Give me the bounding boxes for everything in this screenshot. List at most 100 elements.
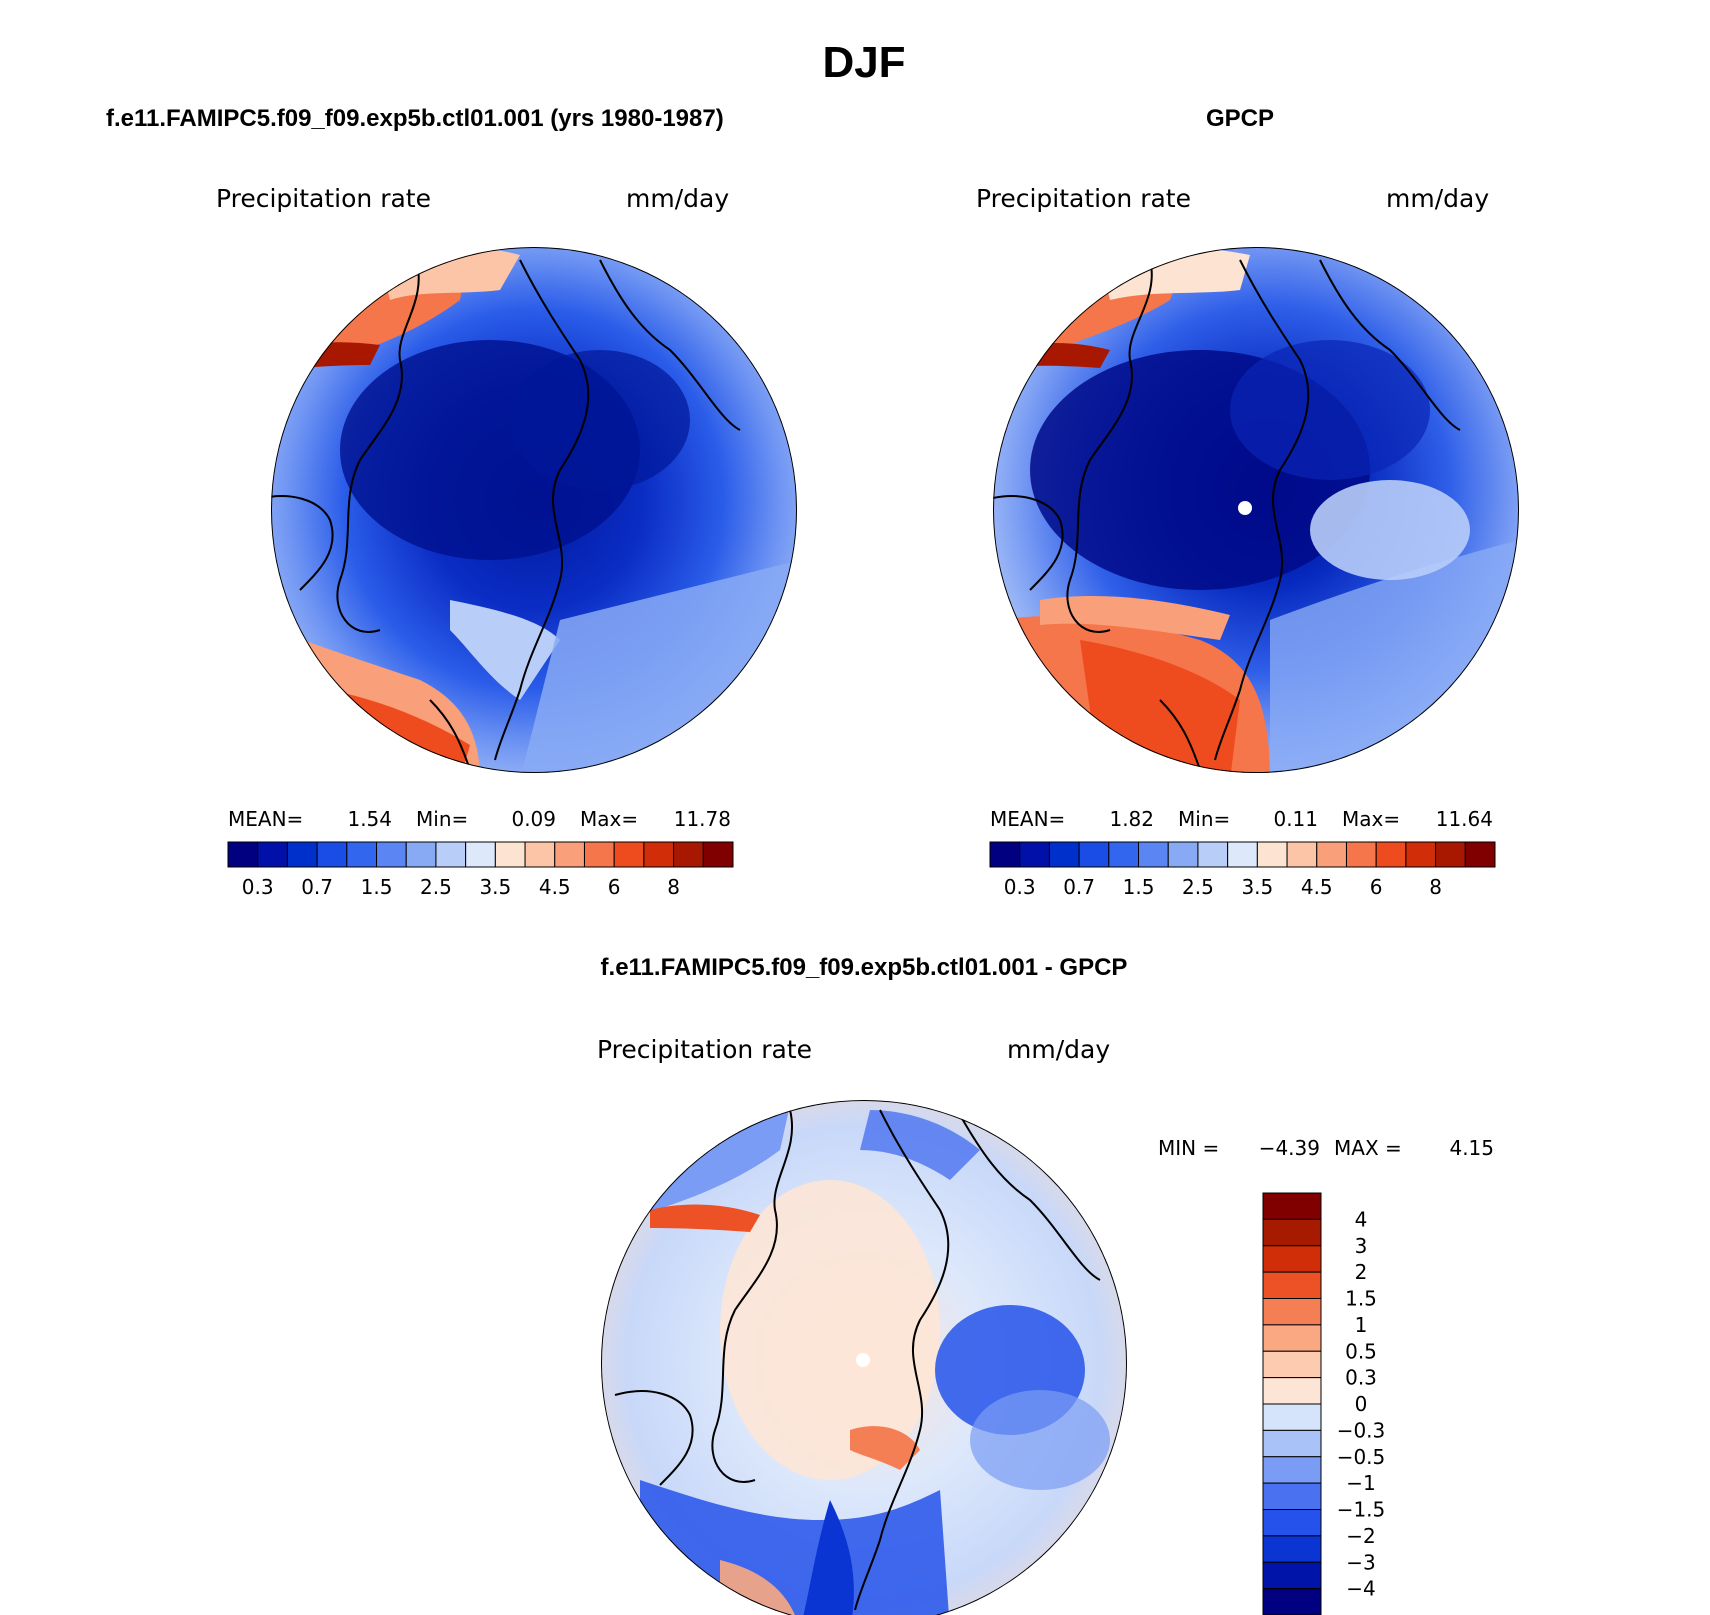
panel-diff-variable: Precipitation rate	[597, 1035, 812, 1064]
panel-obs-colorbar: 0.3 0.7 1.5 2.5 3.5 4.5 6 8	[989, 841, 1496, 899]
colorbar-tick-label: 0.3	[1004, 875, 1036, 899]
colorbar-swatch	[257, 841, 288, 868]
colorbar-swatch	[1262, 1192, 1322, 1220]
panel-diff-max: 4.15	[1449, 1136, 1494, 1160]
colorbar-tick-label: 6	[608, 875, 621, 899]
colorbar-swatch	[1262, 1271, 1322, 1299]
colorbar-swatch	[227, 841, 259, 868]
panel-model-min-label: Min=	[416, 807, 468, 831]
colorbar-swatch	[316, 841, 348, 868]
colorbar-swatch	[1345, 841, 1377, 868]
diff-pole-marker	[856, 1353, 870, 1367]
colorbar-tick-label: 3	[1355, 1234, 1368, 1258]
panel-diff-units: mm/day	[1007, 1035, 1110, 1064]
colorbar-swatch	[376, 841, 407, 868]
colorbar-swatch	[465, 841, 496, 868]
colorbar-tick-label: 2.5	[420, 875, 452, 899]
panel-obs: GPCP Precipitation rate mm/day	[976, 105, 1519, 899]
colorbar-tick-label: −0.3	[1337, 1418, 1386, 1442]
panel-diff-map	[601, 1100, 1127, 1615]
colorbar-swatch	[1227, 841, 1258, 868]
colorbar-swatch	[1286, 841, 1318, 868]
colorbar-swatch	[583, 841, 615, 868]
colorbar-swatch	[1167, 841, 1199, 868]
colorbar-swatch	[613, 841, 645, 868]
panel-obs-variable: Precipitation rate	[976, 184, 1191, 213]
colorbar-swatch	[524, 841, 556, 868]
panel-diff-title: f.e11.FAMIPC5.f09_f09.exp5b.ctl01.001 - …	[601, 954, 1128, 981]
colorbar-swatch	[1262, 1535, 1322, 1563]
colorbar-swatch	[405, 841, 437, 868]
panel-obs-mean: 1.82	[1109, 807, 1154, 831]
colorbar-swatch	[1256, 841, 1288, 868]
panel-model-colorbar: 0.3 0.7 1.5 2.5 3.5 4.5 6 8	[227, 841, 734, 899]
panel-model-map	[271, 247, 797, 773]
panel-model-variable: Precipitation rate	[216, 184, 431, 213]
colorbar-swatch	[494, 841, 526, 868]
colorbar-swatch	[1262, 1324, 1322, 1352]
panel-obs-min-label: Min=	[1178, 807, 1230, 831]
colorbar-tick-label: 0.7	[1063, 875, 1095, 899]
colorbar-tick-label: 0.3	[1345, 1366, 1377, 1390]
panel-diff-min: −4.39	[1259, 1136, 1320, 1160]
colorbar-swatch	[1262, 1377, 1322, 1405]
colorbar-tick-label: 0	[1355, 1392, 1368, 1416]
colorbar-tick-label: 8	[667, 875, 680, 899]
colorbar-tick-label: −4	[1346, 1577, 1375, 1601]
colorbar-tick-label: 1.5	[1123, 875, 1155, 899]
colorbar-tick-label: 0.3	[242, 875, 274, 899]
panel-diff-max-label: MAX =	[1334, 1136, 1402, 1160]
colorbar-swatch	[1197, 841, 1229, 868]
colorbar-swatch	[1405, 841, 1437, 868]
colorbar-swatch	[435, 841, 467, 868]
colorbar-swatch	[1375, 841, 1407, 868]
panel-model-title: f.e11.FAMIPC5.f09_f09.exp5b.ctl01.001 (y…	[106, 105, 724, 132]
colorbar-tick-label: 0.7	[301, 875, 333, 899]
colorbar-tick-label: 0.5	[1345, 1339, 1377, 1363]
colorbar-tick-label: 3.5	[1241, 875, 1273, 899]
colorbar-tick-label: 1	[1355, 1313, 1368, 1337]
panel-model-mean: 1.54	[347, 807, 392, 831]
colorbar-tick-label: −2	[1346, 1524, 1375, 1548]
colorbar-swatch	[1138, 841, 1169, 868]
colorbar-swatch	[702, 841, 734, 868]
colorbar-swatch	[1262, 1509, 1322, 1537]
obs-pole-marker	[1238, 501, 1252, 515]
panel-diff: f.e11.FAMIPC5.f09_f09.exp5b.ctl01.001 - …	[597, 954, 1494, 1615]
panel-model-min: 0.09	[511, 807, 556, 831]
colorbar-swatch	[673, 841, 704, 868]
colorbar-swatch	[1464, 841, 1496, 868]
colorbar-swatch	[1262, 1298, 1322, 1326]
figure-title: DJF	[822, 38, 905, 87]
panel-obs-title: GPCP	[1206, 105, 1274, 132]
colorbar-swatch	[1048, 841, 1080, 868]
colorbar-swatch	[989, 841, 1021, 868]
panel-obs-max: 11.64	[1436, 807, 1493, 831]
colorbar-tick-label: −1	[1346, 1471, 1375, 1495]
colorbar-swatch	[1108, 841, 1140, 868]
panel-obs-mean-label: MEAN=	[990, 807, 1065, 831]
diff-pacific-region	[620, 1105, 790, 1230]
colorbar-tick-label: 2.5	[1182, 875, 1214, 899]
colorbar-swatch	[1262, 1245, 1322, 1273]
panel-model-max-label: Max=	[580, 807, 638, 831]
colorbar-swatch	[1078, 841, 1110, 868]
model-siberia-low-region	[510, 350, 690, 490]
colorbar-swatch	[1435, 841, 1466, 868]
colorbar-swatch	[286, 841, 318, 868]
colorbar-swatch	[554, 841, 585, 868]
colorbar-swatch	[1262, 1403, 1322, 1431]
colorbar-swatch	[643, 841, 675, 868]
panel-obs-map	[993, 247, 1519, 773]
panel-model-units: mm/day	[626, 184, 729, 213]
colorbar-tick-label: 8	[1429, 875, 1442, 899]
panel-obs-units: mm/day	[1386, 184, 1489, 213]
colorbar-tick-label: −0.5	[1337, 1445, 1386, 1469]
colorbar-tick-label: 3.5	[479, 875, 511, 899]
colorbar-swatch	[1316, 841, 1347, 868]
diff-coastlines	[614, 1109, 1101, 1611]
colorbar-swatch	[1262, 1218, 1322, 1247]
model-coastlines	[271, 254, 741, 771]
obs-coastlines	[993, 259, 1461, 771]
colorbar-swatch	[1019, 841, 1050, 868]
